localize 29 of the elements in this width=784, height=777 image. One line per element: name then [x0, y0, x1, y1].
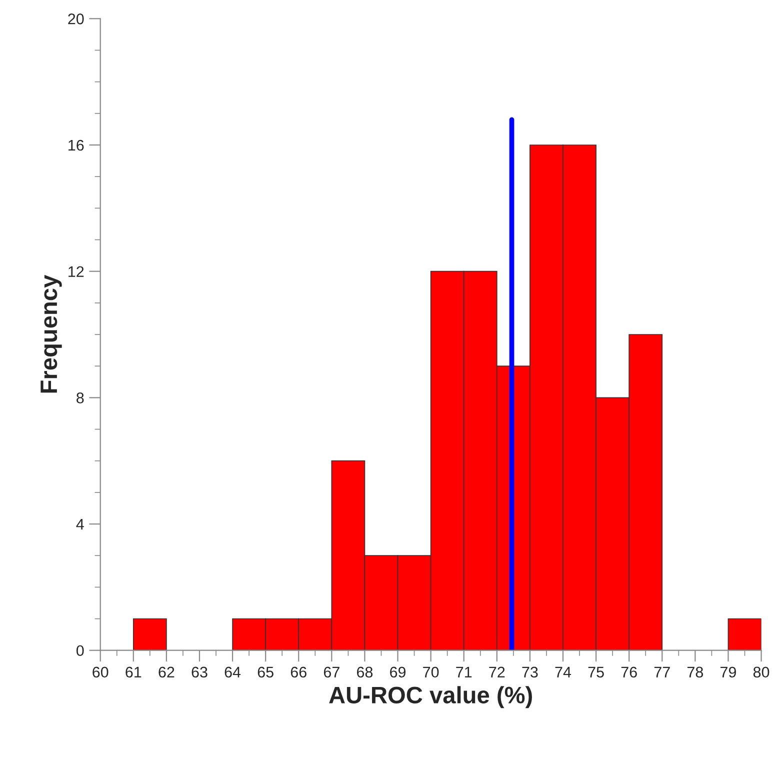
- x-tick-label: 78: [687, 666, 704, 678]
- x-tick-label: 79: [720, 666, 736, 678]
- y-axis-title: Frequency: [40, 274, 62, 393]
- x-tick-label: 73: [522, 666, 538, 678]
- x-tick-label: 75: [588, 666, 604, 678]
- y-tick-label: 8: [76, 392, 84, 404]
- x-tick-label: 67: [324, 666, 340, 678]
- x-tick-label: 61: [126, 666, 142, 678]
- x-tick-label: 77: [654, 666, 670, 678]
- y-tick-label: 20: [68, 14, 84, 24]
- x-tick-label: 65: [258, 666, 274, 678]
- x-tick-label: 63: [192, 666, 208, 678]
- x-tick-label: 80: [753, 666, 770, 678]
- y-tick-label: 4: [76, 519, 84, 530]
- x-tick-label: 72: [489, 666, 505, 678]
- y-tick-label: 12: [68, 266, 84, 277]
- x-tick-label: 71: [456, 666, 472, 678]
- x-tick-label: 74: [555, 666, 572, 678]
- y-tick-label: 16: [68, 140, 84, 151]
- y-tick-label: 0: [76, 645, 84, 656]
- x-tick-label: 76: [621, 666, 637, 678]
- x-tick-label: 62: [158, 666, 174, 678]
- x-axis-title: AU-ROC value (%): [329, 686, 532, 708]
- x-tick-label: 64: [224, 666, 241, 678]
- x-tick-label: 66: [290, 666, 306, 678]
- x-tick-label: 60: [92, 666, 108, 678]
- x-tick-label: 69: [390, 666, 406, 678]
- x-tick-label: 70: [423, 666, 439, 678]
- x-tick-label: 68: [356, 666, 373, 678]
